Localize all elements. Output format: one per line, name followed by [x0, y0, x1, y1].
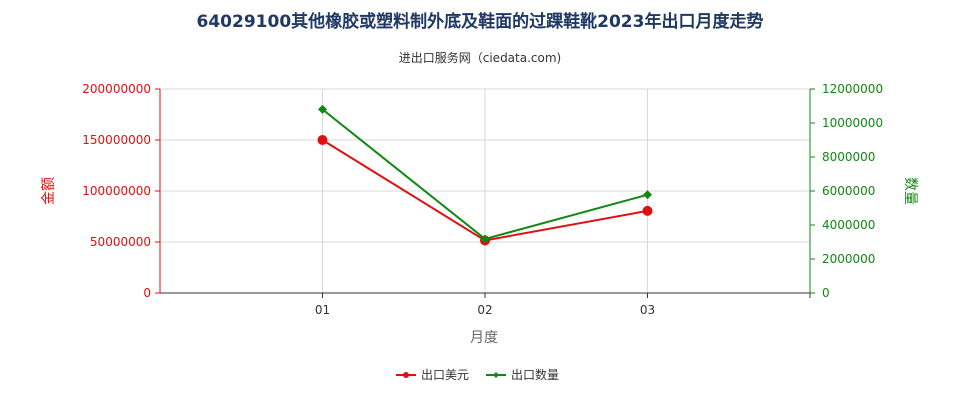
x-tick-label: 02 — [477, 303, 492, 317]
data-point-right — [643, 190, 652, 200]
y-left-tick-label: 150000000 — [82, 133, 151, 147]
axes — [155, 88, 815, 298]
data-point-left — [317, 135, 328, 145]
legend-swatch-marker — [493, 372, 499, 378]
data-point-right — [480, 234, 490, 244]
x-tick-label: 01 — [315, 303, 330, 317]
y-right-tick-label: 8000000 — [822, 150, 875, 164]
legend-swatch-marker — [403, 372, 409, 378]
y-left-tick-label: 0 — [143, 286, 151, 300]
y-left-tick-label: 50000000 — [90, 235, 151, 249]
y-right-tick-label: 4000000 — [822, 218, 875, 232]
series — [317, 104, 653, 246]
legend-label: 出口数量 — [511, 367, 559, 382]
chart-subtitle: 进出口服务网（ciedata.com) — [399, 50, 561, 65]
y-right-tick-label: 12000000 — [822, 82, 883, 96]
y-right-tick-label: 2000000 — [822, 252, 875, 266]
y-left-axis-label: 金额 — [41, 177, 57, 205]
y-right-axis-label: 数量 — [902, 177, 918, 205]
data-point-left — [642, 205, 653, 216]
y-left-tick-label: 100000000 — [82, 184, 151, 198]
y-right-tick-label: 10000000 — [822, 116, 883, 130]
grid — [160, 88, 811, 293]
y-right-tick-label: 6000000 — [822, 184, 875, 198]
x-tick-label: 03 — [640, 303, 655, 317]
chart-title: 64029100其他橡胶或塑料制外底及鞋面的过踝鞋靴2023年出口月度走势 — [197, 11, 764, 32]
y-right-tick-label: 0 — [822, 286, 830, 300]
data-point-right — [318, 104, 327, 114]
legend-label: 出口美元 — [421, 368, 469, 382]
y-left-tick-label: 200000000 — [82, 82, 151, 96]
x-axis-label: 月度 — [470, 330, 498, 346]
legend: 出口美元 出口数量 — [396, 367, 559, 382]
